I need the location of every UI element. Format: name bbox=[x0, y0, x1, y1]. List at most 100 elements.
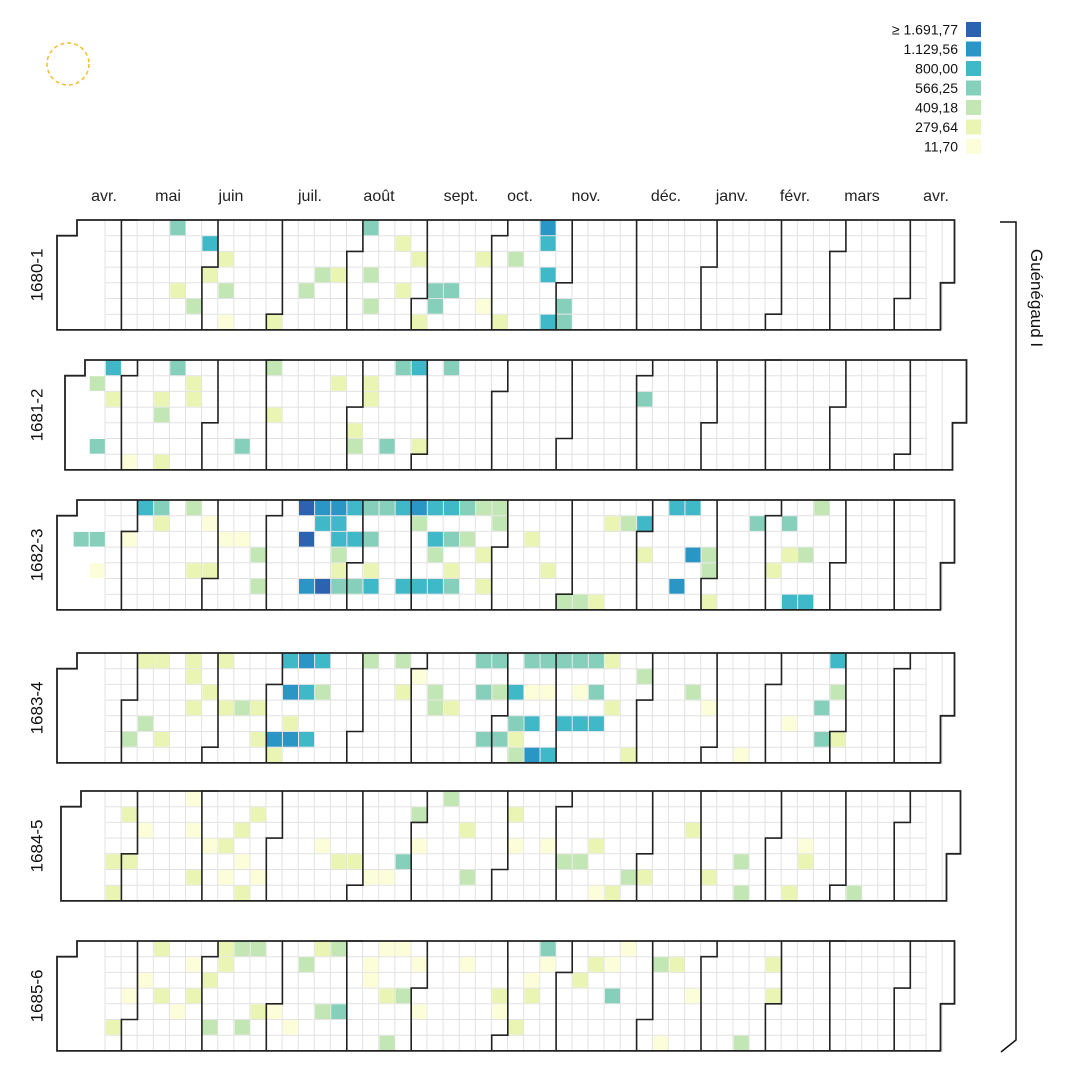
day-cell bbox=[637, 547, 653, 563]
legend-label: 1.129,56 bbox=[904, 41, 959, 57]
day-cell bbox=[460, 500, 476, 516]
day-cell bbox=[411, 579, 427, 594]
day-cell bbox=[669, 500, 685, 516]
day-cell bbox=[315, 941, 331, 957]
day-cell bbox=[234, 439, 250, 454]
day-cell bbox=[443, 791, 459, 807]
day-cell bbox=[363, 870, 379, 885]
month-boundary bbox=[410, 941, 429, 1051]
month-boundary bbox=[555, 652, 573, 763]
day-cell bbox=[234, 531, 250, 547]
day-cell bbox=[282, 1020, 298, 1035]
day-cell bbox=[701, 563, 717, 578]
day-cell bbox=[218, 957, 234, 972]
day-cell bbox=[540, 747, 556, 763]
day-cell bbox=[250, 547, 266, 563]
day-cell bbox=[588, 684, 604, 700]
month-boundary bbox=[410, 499, 428, 610]
day-cell bbox=[154, 391, 170, 407]
month-boundary bbox=[265, 220, 284, 330]
day-cell bbox=[218, 251, 234, 267]
legend-swatch bbox=[966, 22, 981, 37]
day-cell bbox=[331, 579, 347, 594]
day-cell bbox=[588, 594, 604, 610]
day-cell bbox=[395, 283, 411, 298]
day-cell bbox=[588, 957, 604, 972]
day-cell bbox=[202, 563, 218, 578]
day-cell bbox=[234, 941, 250, 957]
day-cell bbox=[427, 547, 443, 563]
day-cell bbox=[315, 516, 331, 531]
day-cell bbox=[524, 653, 540, 669]
day-cell bbox=[411, 957, 427, 972]
month-label: août bbox=[363, 188, 395, 205]
day-cell bbox=[701, 700, 717, 716]
day-cell bbox=[476, 547, 492, 563]
day-cell bbox=[363, 376, 379, 391]
month-boundary bbox=[700, 790, 718, 901]
day-cell bbox=[572, 716, 588, 731]
day-grid bbox=[104, 499, 943, 611]
month-boundary bbox=[700, 360, 718, 470]
day-cell bbox=[814, 700, 830, 716]
month-label: mars bbox=[844, 188, 880, 205]
day-cell bbox=[540, 957, 556, 972]
month-boundary bbox=[893, 653, 912, 763]
day-cell bbox=[572, 684, 588, 700]
month-boundary bbox=[265, 359, 283, 470]
day-cell bbox=[540, 941, 556, 957]
day-cell bbox=[637, 870, 653, 885]
month-boundary bbox=[346, 940, 363, 1051]
day-cell bbox=[250, 732, 266, 747]
month-boundary bbox=[829, 940, 846, 1051]
day-cell bbox=[508, 1020, 524, 1035]
day-cell bbox=[218, 314, 234, 330]
day-cell bbox=[411, 516, 427, 531]
month-boundary bbox=[346, 653, 364, 763]
month-boundary bbox=[265, 791, 284, 901]
day-cell bbox=[379, 1035, 395, 1051]
day-cell bbox=[427, 531, 443, 547]
day-cell bbox=[89, 376, 105, 391]
day-cell bbox=[299, 653, 315, 669]
day-cell bbox=[202, 972, 218, 988]
day-cell bbox=[427, 700, 443, 716]
month-boundary bbox=[635, 653, 654, 763]
month-boundary bbox=[635, 500, 654, 610]
day-cell bbox=[556, 299, 572, 314]
month-boundary bbox=[829, 360, 847, 470]
day-cell bbox=[395, 941, 411, 957]
day-cell bbox=[588, 653, 604, 669]
month-label: avr. bbox=[91, 188, 117, 205]
day-cell bbox=[443, 500, 459, 516]
day-cell bbox=[508, 684, 524, 700]
day-cell bbox=[315, 267, 331, 283]
day-cell bbox=[186, 563, 202, 578]
day-cell bbox=[524, 988, 540, 1004]
day-cell bbox=[621, 516, 637, 531]
day-cell bbox=[508, 807, 524, 822]
day-cell bbox=[218, 531, 234, 547]
day-cell bbox=[782, 547, 798, 563]
day-cell bbox=[379, 870, 395, 885]
month-boundary bbox=[764, 653, 783, 763]
day-cell bbox=[363, 957, 379, 972]
day-cell bbox=[331, 563, 347, 578]
day-cell bbox=[476, 299, 492, 314]
day-cell bbox=[733, 885, 749, 901]
month-boundary bbox=[555, 791, 573, 901]
day-cell bbox=[653, 957, 669, 972]
month-boundary bbox=[201, 790, 218, 901]
month-boundary bbox=[893, 360, 912, 470]
day-cell bbox=[234, 885, 250, 901]
month-boundary bbox=[764, 359, 782, 470]
day-cell bbox=[347, 439, 363, 454]
day-cell bbox=[540, 563, 556, 578]
year-label: 1683-4 bbox=[27, 681, 46, 734]
day-cell bbox=[218, 283, 234, 298]
month-boundary bbox=[893, 220, 912, 330]
day-cell bbox=[363, 267, 379, 283]
month-boundary bbox=[410, 220, 429, 330]
month-label: oct. bbox=[507, 188, 533, 205]
